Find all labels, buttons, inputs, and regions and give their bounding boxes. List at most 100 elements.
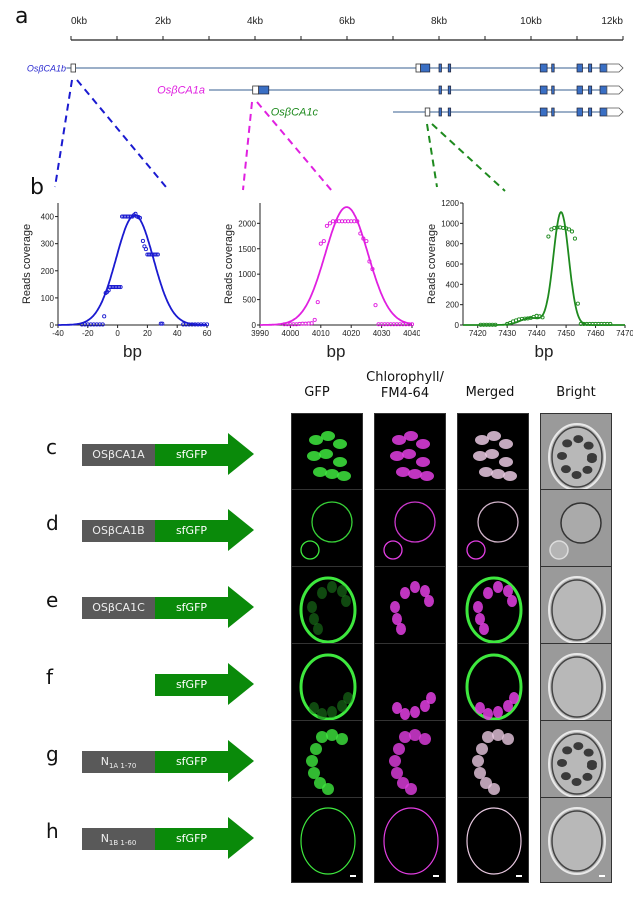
zoom-guide-dashed-line — [242, 101, 253, 191]
construct-diagram-c: OSβCA1A sfGFP — [82, 433, 254, 475]
x-tick-label: -20 — [82, 329, 94, 338]
micrograph-gfp-e — [291, 566, 363, 652]
scale-axis-label: 6kb — [339, 16, 356, 27]
coverage-chart-os-bca1a: 0 500 1000 1500 2000 3990 4000 4010 4020 4030 4040… — [223, 203, 420, 361]
exon-box — [588, 63, 593, 73]
exon-box — [420, 63, 431, 73]
y-tick-label: 100 — [41, 294, 55, 303]
arrow-head — [228, 433, 254, 475]
micrograph-gfp-f — [291, 643, 363, 729]
y-tick-label: 200 — [41, 267, 55, 276]
scale-axis-label: 0kb — [71, 16, 88, 27]
x-tick-label: 0 — [115, 329, 120, 338]
exon-box — [539, 107, 548, 117]
scale-axis-label: 12kb — [601, 16, 623, 27]
construct-diagram-f: sfGFP — [82, 663, 254, 705]
micrograph-bright-c — [540, 413, 612, 499]
column-header-bright: Bright — [556, 385, 596, 400]
column-header-gfp: GFP — [304, 385, 330, 400]
micrograph-gfp-g — [291, 720, 363, 806]
row-label-c: c — [46, 435, 57, 459]
exon-box — [588, 107, 593, 117]
scale-axis-label: 10kb — [520, 16, 542, 27]
x-tick-label: 60 — [203, 329, 212, 338]
column-header-chlorophyll: Chlorophyll/ FM4-64 — [366, 370, 444, 401]
data-point — [309, 321, 314, 326]
y-tick-label: 600 — [446, 260, 460, 269]
y-tick-label: 300 — [41, 240, 55, 249]
exon-box — [539, 63, 548, 73]
exon-box — [576, 107, 583, 117]
data-point — [154, 252, 159, 257]
construct-protein-box: OSβCA1C — [82, 597, 155, 619]
exon-box — [599, 85, 608, 95]
row-label-d: d — [46, 511, 59, 535]
utr3-arrow — [606, 85, 624, 95]
gaussian-fit-curve — [463, 210, 625, 326]
zoom-guide-dashed-line — [76, 79, 167, 188]
x-tick-label: 4000 — [282, 329, 300, 338]
micrograph-merged-f — [457, 643, 529, 729]
data-point — [158, 321, 163, 326]
gene-name-label: OsβCA1a — [157, 85, 205, 97]
data-point — [321, 239, 326, 244]
exon-box — [438, 63, 442, 73]
micrograph-chlorophyll-h — [374, 797, 446, 883]
data-point — [546, 234, 551, 239]
construct-diagram-e: OSβCA1C sfGFP — [82, 586, 254, 628]
sfgfp-tag-box: sfGFP — [155, 444, 228, 466]
x-tick-label: 7430 — [498, 329, 516, 338]
y-tick-label: 0 — [455, 321, 460, 330]
utr3-arrow — [606, 63, 624, 73]
zoom-guide-dashed-line — [54, 79, 73, 188]
y-tick-label: 1000 — [441, 219, 459, 228]
data-point — [140, 238, 145, 244]
y-tick-label: 200 — [446, 301, 460, 310]
utr5-box — [424, 107, 431, 117]
arrow-head — [228, 509, 254, 551]
micrograph-bright-d — [540, 489, 612, 575]
data-point — [155, 252, 160, 257]
exon-box — [447, 107, 452, 117]
exon-box — [539, 85, 548, 95]
x-tick-label: 20 — [143, 329, 152, 338]
column-header-merged: Merged — [465, 385, 515, 400]
data-point — [566, 227, 572, 232]
construct-diagram-h: N1B 1-60 sfGFP — [82, 817, 254, 859]
data-point — [569, 229, 575, 234]
exon-box — [447, 85, 452, 95]
panel-label-b: b — [30, 175, 44, 200]
sfgfp-tag-box: sfGFP — [155, 520, 228, 542]
micrograph-merged-c — [457, 413, 529, 499]
micrograph-gfp-c — [291, 413, 363, 499]
x-tick-label: 4010 — [312, 329, 330, 338]
y-tick-label: 2000 — [238, 219, 256, 228]
micrograph-merged-e — [457, 566, 529, 652]
sfgfp-tag-box: sfGFP — [155, 751, 228, 773]
x-tick-label: 4030 — [373, 329, 391, 338]
x-tick-label: 7440 — [528, 329, 546, 338]
gene-name-label: OsβCA1c — [271, 107, 319, 119]
micrograph-merged-g — [457, 720, 529, 806]
data-point — [572, 236, 577, 241]
data-point — [118, 284, 123, 290]
scale-bar — [599, 875, 605, 877]
y-axis-label: Reads coverage — [223, 224, 235, 304]
construct-diagram-d: OSβCA1B sfGFP — [82, 509, 254, 551]
exon-box — [551, 85, 555, 95]
exon-box — [551, 107, 555, 117]
sfgfp-tag-box: sfGFP — [155, 674, 228, 696]
x-axis-label: bp — [123, 342, 142, 361]
data-point — [327, 221, 332, 226]
micrograph-bright-g — [540, 720, 612, 806]
gene-name-label: OsβCA1b — [27, 64, 66, 74]
x-tick-label: 7460 — [587, 329, 605, 338]
scale-bar — [350, 875, 356, 877]
utr5-box — [70, 63, 76, 73]
zoom-guide-dashed-line — [431, 123, 506, 192]
sfgfp-tag-box: sfGFP — [155, 597, 228, 619]
exon-box — [438, 107, 442, 117]
x-tick-label: -40 — [52, 329, 64, 338]
micrograph-gfp-h — [291, 797, 363, 883]
y-tick-label: 0 — [50, 321, 55, 330]
